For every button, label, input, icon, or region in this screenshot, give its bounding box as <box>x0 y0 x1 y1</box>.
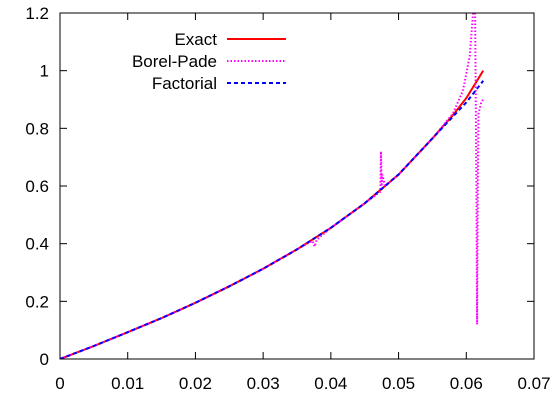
legend: Exact Borel-Pade Factorial <box>132 30 286 93</box>
y-tick-label: 0.4 <box>25 235 49 254</box>
y-tick-label: 0.6 <box>25 177 49 196</box>
legend-label: Exact <box>174 30 217 49</box>
y-tick-label: 0 <box>40 350 49 369</box>
axis-ticks: 0 0.01 0.02 0.03 0.04 0.05 0.06 0.07 0 0.2 0.4 0.6 0… <box>25 4 550 393</box>
x-tick-label: 0.04 <box>314 374 347 393</box>
legend-label: Factorial <box>152 74 217 93</box>
y-tick-label: 1 <box>40 62 49 81</box>
series-group <box>60 13 485 359</box>
x-tick-label: 0.02 <box>179 374 212 393</box>
plot-frame <box>59 12 535 360</box>
y-tick-label: 0.2 <box>25 292 49 311</box>
series-line-borel-pade <box>60 13 485 359</box>
x-tick-label: 0.07 <box>517 374 550 393</box>
x-tick-label: 0 <box>55 374 64 393</box>
y-tick-label: 0.8 <box>25 119 49 138</box>
series-line-factorial <box>60 80 484 359</box>
series-line-exact <box>60 70 485 359</box>
x-tick-label: 0.03 <box>247 374 280 393</box>
x-tick-label: 0.05 <box>382 374 415 393</box>
x-tick-label: 0.06 <box>450 374 483 393</box>
y-tick-label: 1.2 <box>25 4 49 23</box>
x-tick-label: 0.01 <box>111 374 144 393</box>
legend-label: Borel-Pade <box>132 52 217 71</box>
